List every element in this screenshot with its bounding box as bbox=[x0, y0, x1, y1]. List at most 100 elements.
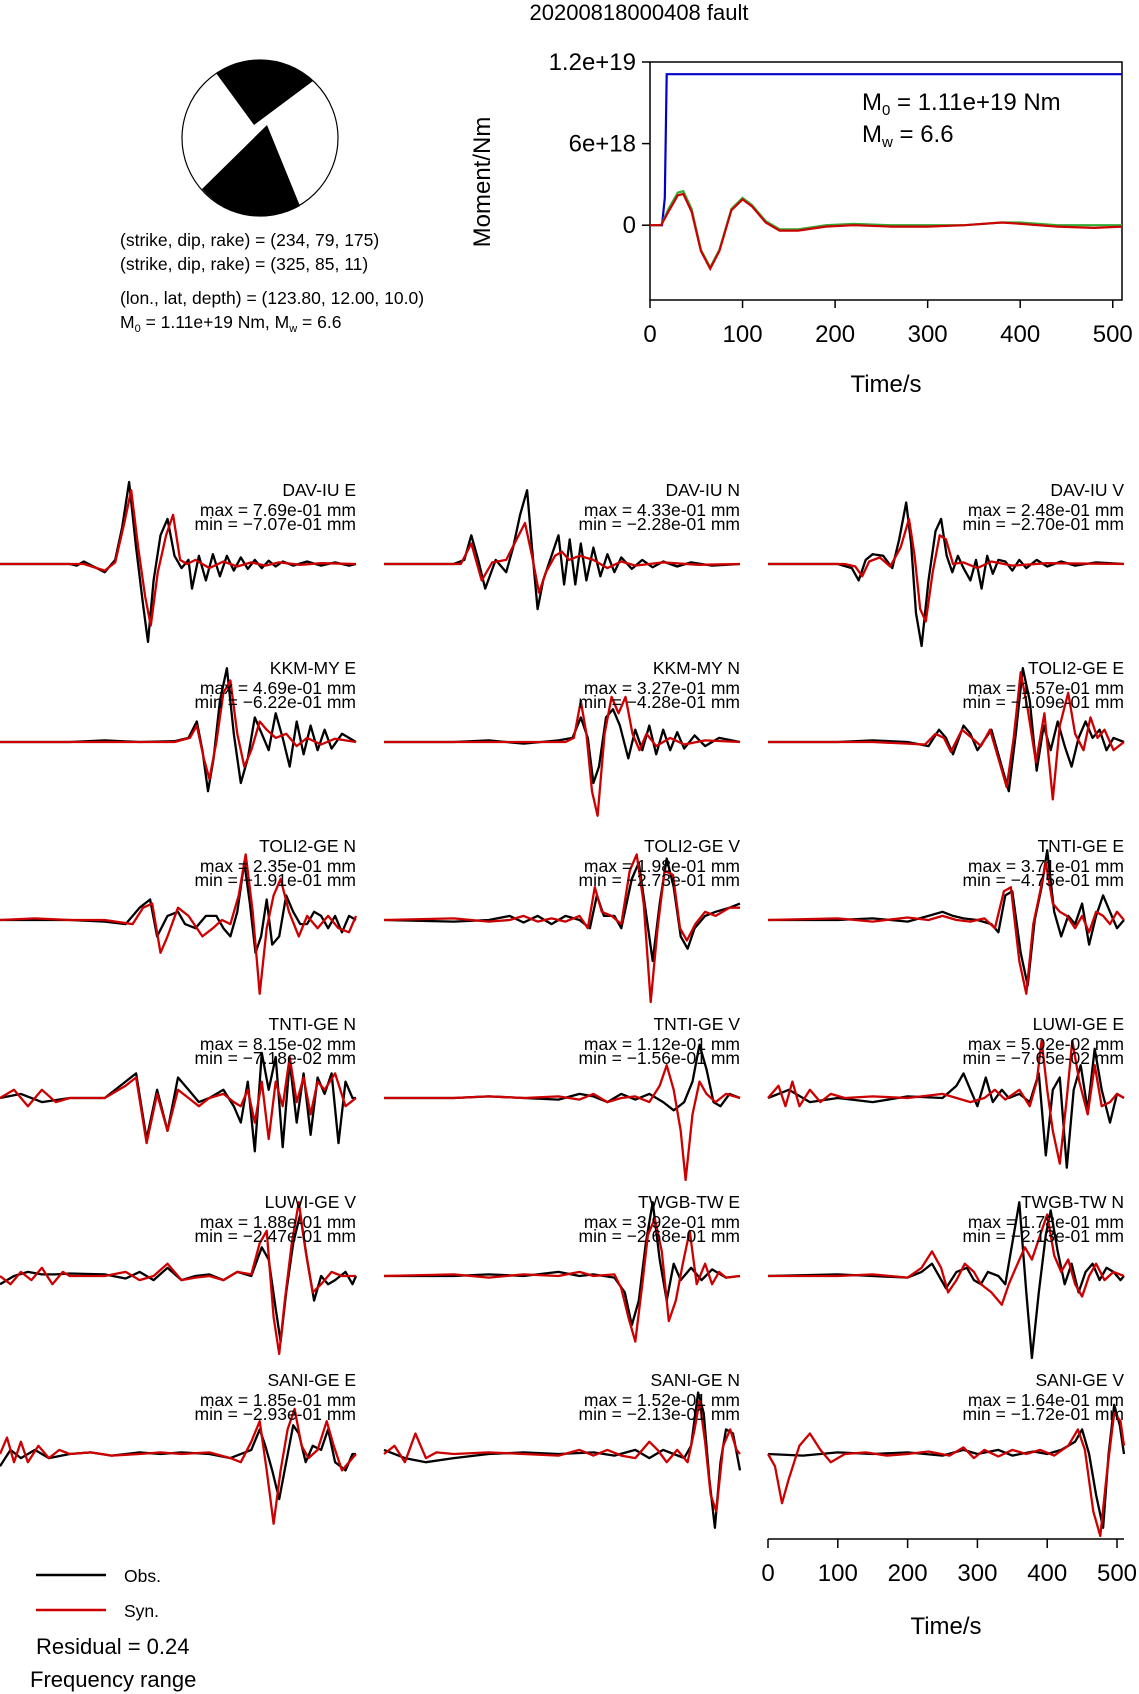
station-max: max = 1.88e-01 mm bbox=[200, 1212, 356, 1232]
mw-prefix: M bbox=[862, 121, 882, 148]
synthetic-trace bbox=[384, 1064, 741, 1182]
beach-ball-quadrant-upper bbox=[216, 59, 313, 125]
m0-value: = 1.11e+19 Nm bbox=[890, 89, 1060, 116]
wave-xtick-label-2: 200 bbox=[888, 1560, 928, 1587]
synthetic-trace bbox=[383, 1399, 741, 1513]
station-min: min = −1.72e-01 mm bbox=[963, 1404, 1124, 1424]
station-label: TOLI2-GE V bbox=[644, 836, 740, 856]
station-label: TNTI-GE N bbox=[269, 1014, 357, 1034]
synthetic-trace bbox=[0, 1055, 357, 1145]
moment-xtick-label-0: 0 bbox=[643, 321, 656, 348]
synthetic-trace bbox=[384, 521, 741, 594]
moment-rate-chart: 06e+181.2e+190 100 200 300 400 500 Moment/Nm … bbox=[469, 49, 1133, 398]
wave-xtick-label-1: 100 bbox=[818, 1560, 858, 1587]
residual-text: Residual = 0.24 bbox=[36, 1634, 190, 1659]
station-label: LUWI-GE V bbox=[265, 1192, 357, 1212]
synthetic-trace bbox=[384, 695, 741, 817]
moment-xtick-label-4: 400 bbox=[1000, 321, 1040, 348]
station-max: max = 5.02e-02 mm bbox=[968, 1034, 1124, 1054]
station-max: max = 1.64e-01 mm bbox=[968, 1390, 1124, 1410]
moment-ytick-label-1: 6e+18 bbox=[569, 131, 636, 158]
synthetic-trace bbox=[383, 853, 740, 1004]
waveform-time-axis: 0 100 200 300 400 500 bbox=[761, 1538, 1137, 1587]
focal-moment-mid: = 1.11e+19 Nm, M bbox=[141, 312, 290, 332]
station-min: min = −4.28e-01 mm bbox=[579, 692, 740, 712]
station-min: min = −2.73e-01 mm bbox=[579, 870, 740, 890]
observed-trace bbox=[768, 667, 1125, 793]
station-label: KKM-MY E bbox=[270, 658, 356, 678]
synthetic-trace bbox=[767, 1039, 1125, 1165]
station-min: min = −2.28e-01 mm bbox=[579, 514, 740, 534]
station-max: max = 1.57e-01 mm bbox=[968, 678, 1124, 698]
observed-trace bbox=[0, 1424, 356, 1501]
moment-annotation-mw: Mw = 6.6 bbox=[862, 121, 954, 151]
station-max: max = 3.71e-01 mm bbox=[968, 856, 1124, 876]
synthetic-trace bbox=[0, 1201, 356, 1356]
station-min: min = −2.13e-01 mm bbox=[579, 1404, 740, 1424]
frequency-range-text: Frequency range bbox=[30, 1667, 196, 1692]
synthetic-trace bbox=[768, 517, 1125, 623]
figure-title: 20200818000408 fault bbox=[530, 0, 749, 25]
focal-moment-m: M bbox=[120, 312, 135, 332]
station-label: TWGB-TW E bbox=[638, 1192, 740, 1212]
focal-location: (lon., lat, depth) = (123.80, 12.00, 10.… bbox=[120, 288, 424, 308]
synthetic-trace bbox=[767, 1411, 1126, 1538]
station-min: min = −1.91e-01 mm bbox=[195, 870, 356, 890]
station-min: min = −4.75e-01 mm bbox=[963, 870, 1124, 890]
station-label: SANI-GE E bbox=[268, 1370, 357, 1390]
station-min: min = −2.47e-01 mm bbox=[195, 1226, 356, 1246]
station-min: min = −7.18e-02 mm bbox=[195, 1048, 356, 1068]
station-label: DAV-IU V bbox=[1050, 480, 1124, 500]
moment-xtick-label-5: 500 bbox=[1093, 321, 1133, 348]
station-min: min = −1.56e-01 mm bbox=[579, 1048, 740, 1068]
moment-xtick-label-1: 100 bbox=[723, 321, 763, 348]
station-label: TOLI2-GE E bbox=[1028, 658, 1124, 678]
station-label: TWGB-TW N bbox=[1021, 1192, 1124, 1212]
mw-value: = 6.6 bbox=[893, 121, 954, 148]
station-max: max = 8.15e-02 mm bbox=[200, 1034, 356, 1054]
station-min: min = −6.22e-01 mm bbox=[195, 692, 356, 712]
synthetic-trace bbox=[0, 853, 358, 995]
station-label: TOLI2-GE N bbox=[259, 836, 356, 856]
moment-xtick-label-2: 200 bbox=[815, 321, 855, 348]
synthetic-trace bbox=[383, 1217, 741, 1343]
station-max: max = 1.52e-01 mm bbox=[584, 1390, 740, 1410]
focal-moment-end: = 6.6 bbox=[297, 312, 341, 332]
observed-trace bbox=[767, 1201, 1125, 1360]
station-label: SANI-GE N bbox=[651, 1370, 740, 1390]
station-label: TNTI-GE E bbox=[1037, 836, 1124, 856]
station-max: max = 1.78e-01 mm bbox=[968, 1212, 1124, 1232]
station-min: min = −2.13e-01 mm bbox=[963, 1226, 1124, 1246]
synthetic-trace bbox=[767, 861, 1125, 995]
station-min: min = −7.65e-02 mm bbox=[963, 1048, 1124, 1068]
synthetic-trace bbox=[0, 489, 357, 627]
station-label: TNTI-GE V bbox=[653, 1014, 740, 1034]
station-max: max = 3.27e-01 mm bbox=[584, 678, 740, 698]
legend-obs-label: Obs. bbox=[124, 1566, 161, 1586]
station-label: DAV-IU N bbox=[665, 480, 740, 500]
moment-series-1 bbox=[650, 189, 1122, 270]
moment-series-group bbox=[650, 73, 1123, 272]
wave-xtick-label-4: 400 bbox=[1027, 1560, 1067, 1587]
moment-axes: 0 6e+18 1.2e+19 0 100 200 300 400 500 bbox=[549, 49, 1133, 348]
beach-ball bbox=[181, 59, 339, 217]
focal-plane2: (strike, dip, rake) = (325, 85, 11) bbox=[120, 254, 368, 274]
moment-series-2 bbox=[650, 192, 1123, 272]
